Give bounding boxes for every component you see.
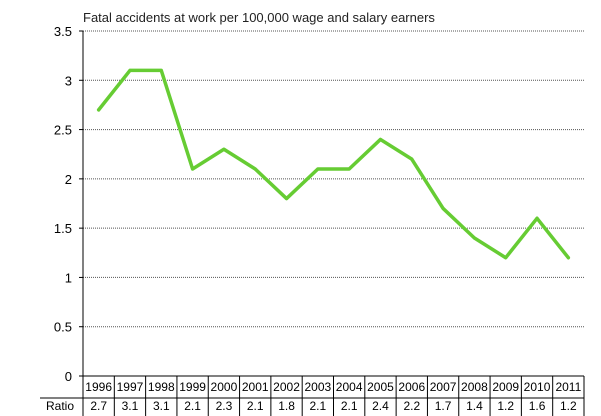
y-tick-label: 0.5 — [54, 320, 72, 335]
ratio-value: 1.6 — [529, 399, 546, 413]
ratio-value: 1.2 — [560, 399, 577, 413]
x-category-label: 2009 — [492, 380, 519, 394]
ratio-value: 1.7 — [435, 399, 452, 413]
ratio-value: 2.1 — [310, 399, 327, 413]
data-point — [347, 167, 351, 171]
data-point — [128, 68, 132, 72]
x-category-label: 2003 — [304, 380, 331, 394]
data-point — [97, 108, 101, 112]
x-category-label: 1998 — [148, 380, 175, 394]
x-category-label: 2011 — [555, 380, 581, 394]
chart-title: Fatal accidents at work per 100,000 wage… — [83, 10, 435, 25]
data-point — [191, 167, 195, 171]
y-axis-ticks: 0 0.5 1 1.5 2 2.5 3 3.5 — [54, 24, 84, 384]
data-point — [378, 137, 382, 141]
y-tick-label: 1 — [65, 270, 72, 285]
x-category-label: 2000 — [211, 380, 238, 394]
x-category-label: 1997 — [117, 380, 144, 394]
data-series — [96, 68, 571, 260]
x-category-label: 2005 — [367, 380, 394, 394]
data-point — [316, 167, 320, 171]
ratio-value: 1.8 — [278, 399, 295, 413]
x-category-label: 2002 — [273, 380, 300, 394]
y-tick-label: 3 — [65, 73, 72, 88]
data-point — [159, 68, 163, 72]
ratio-value: 2.1 — [247, 399, 264, 413]
x-category-label: 2001 — [242, 380, 269, 394]
x-category-label: 1996 — [85, 380, 112, 394]
gridlines — [83, 30, 584, 328]
y-tick-label: 2 — [65, 172, 72, 187]
data-point — [566, 256, 570, 260]
x-category-label: 2010 — [524, 380, 551, 394]
ratio-value: 2.1 — [184, 399, 201, 413]
data-point — [222, 147, 226, 151]
series-line — [96, 68, 571, 260]
data-point — [285, 197, 289, 201]
x-category-label: 1999 — [179, 380, 206, 394]
ratio-value: 2.4 — [372, 399, 389, 413]
ratio-value: 1.2 — [497, 399, 514, 413]
ratio-row-label: Ratio — [46, 399, 74, 413]
ratio-value: 2.3 — [216, 399, 233, 413]
category-table: 1996 1997 1998 1999 2000 2001 2002 2003 2004 2005… — [40, 375, 585, 416]
data-point — [441, 206, 445, 210]
data-point — [535, 216, 539, 220]
y-tick-label: 2.5 — [54, 123, 72, 138]
data-point — [504, 256, 508, 260]
data-point — [472, 236, 476, 240]
ratio-value: 2.2 — [403, 399, 420, 413]
x-category-label: 2006 — [398, 380, 425, 394]
y-tick-label: 0 — [65, 369, 72, 384]
ratio-value: 2.7 — [90, 399, 107, 413]
ratio-value: 2.1 — [341, 399, 358, 413]
x-category-label: 2007 — [430, 380, 457, 394]
ratio-value: 3.1 — [122, 399, 139, 413]
ratio-value: 3.1 — [153, 399, 170, 413]
data-point — [253, 167, 257, 171]
y-tick-label: 3.5 — [54, 24, 72, 39]
x-category-label: 2008 — [461, 380, 488, 394]
data-point — [410, 157, 414, 161]
x-category-label: 2004 — [336, 380, 363, 394]
ratio-value: 1.4 — [466, 399, 483, 413]
y-tick-label: 1.5 — [54, 221, 72, 236]
